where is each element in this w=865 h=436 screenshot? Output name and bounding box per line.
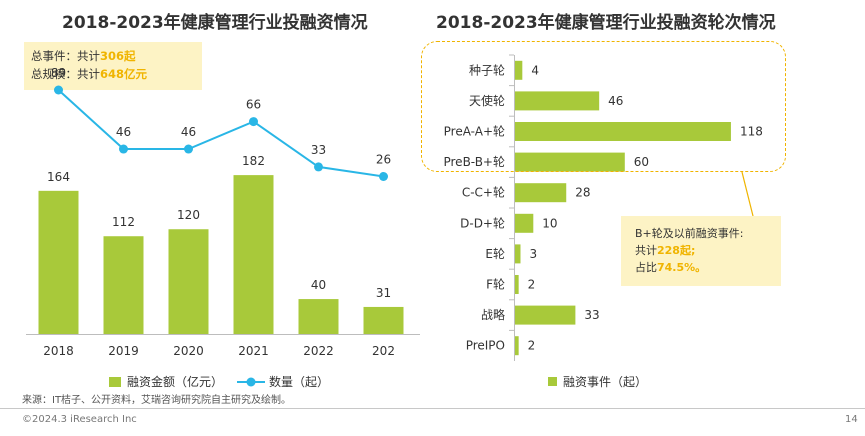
x-tick-2018: 2018: [43, 344, 74, 358]
round-label-7: F轮: [486, 278, 505, 292]
count-point-2019: [119, 144, 128, 154]
line-legend-label: 数量（起）: [269, 375, 330, 389]
count-line: [57, 89, 384, 178]
bar-label-2020: 120: [177, 208, 200, 222]
round-bar-5: [515, 213, 534, 233]
round-label-8: 战略: [481, 307, 505, 322]
round-label-9: PreIPO: [466, 339, 505, 353]
count-label-2019: 46: [116, 125, 131, 139]
round-bar-7: [515, 275, 519, 294]
count-label-202: 26: [376, 152, 391, 166]
round-value-6: 3: [529, 247, 537, 261]
right-bar-chart: 种子轮 4 天使轮 46 PreA-A+轮 118 PreB-B+轮 60 C-C+轮 28 D-D…: [443, 54, 763, 361]
round-label-4: C-C+轮: [462, 186, 505, 200]
bar-label-2019: 112: [112, 215, 135, 229]
round-value-5: 10: [542, 216, 557, 230]
bar-label-2021: 182: [242, 154, 265, 168]
round-value-3: 60: [634, 155, 649, 169]
count-label-2020: 46: [181, 125, 196, 139]
count-point-2021: [249, 117, 258, 127]
callout-line-1: B+轮及以前融资事件:: [635, 227, 744, 240]
round-label-6: E轮: [485, 247, 505, 261]
right-legend-label: 融资事件（起）: [563, 375, 648, 389]
bar-2019: [103, 236, 144, 334]
left-combo-chart: 164 2018 112 2019 120 2020 182 2021 40 2022 31 202 8…: [26, 66, 420, 358]
round-label-3: PreB-B+轮: [443, 155, 505, 169]
round-bar-9: [515, 336, 519, 356]
count-point-2020: [184, 144, 193, 154]
right-chart-title: 2018-2023年健康管理行业投融资轮次情况: [436, 13, 776, 33]
round-label-0: 种子轮: [469, 63, 505, 77]
round-value-4: 28: [575, 186, 590, 200]
left-chart-title: 2018-2023年健康管理行业投融资情况: [62, 13, 368, 33]
x-tick-2019: 2019: [108, 344, 139, 358]
right-legend: 融资事件（起）: [548, 373, 647, 390]
round-bar-8: [515, 305, 576, 325]
round-bar-1: [515, 91, 600, 111]
count-point-2022: [314, 162, 323, 172]
x-tick-2022: 2022: [303, 344, 334, 358]
bar-legend-swatch: [109, 376, 121, 387]
count-label-2018: 89: [51, 66, 66, 80]
round-value-7: 2: [528, 278, 536, 292]
round-bar-6: [515, 244, 521, 264]
round-label-2: PreA-A+轮: [444, 125, 505, 139]
callout-line-3: 占比74.5%。: [635, 261, 707, 274]
source-note: 来源：IT桔子、公开资料，艾瑞咨询研究院自主研究及绘制。: [22, 395, 292, 406]
round-label-1: 天使轮: [469, 93, 505, 108]
bar-label-202: 31: [376, 286, 391, 300]
x-tick-2021: 2021: [238, 344, 269, 358]
round-label-5: D-D+轮: [460, 216, 505, 230]
left-legend: 融资金额（亿元） 数量（起）: [109, 373, 329, 390]
x-tick-2020: 2020: [173, 344, 204, 358]
bar-202: [363, 306, 404, 334]
callout-box: B+轮及以前融资事件: 共计228起; 占比74.5%。: [621, 216, 781, 286]
summary-scale: 总规模：共计648亿元: [31, 67, 148, 81]
round-bar-4: [515, 183, 567, 203]
round-bar-3: [515, 152, 625, 172]
copyright: ©2024.3 iResearch Inc: [22, 414, 137, 425]
round-bar-0: [515, 60, 523, 80]
round-value-8: 33: [584, 308, 599, 322]
callout-line-2: 共计228起;: [635, 244, 696, 257]
round-bar-2: [515, 122, 731, 141]
count-label-2022: 33: [311, 143, 326, 157]
round-value-2: 118: [740, 125, 763, 139]
bar-legend-label: 融资金额（亿元）: [127, 375, 224, 389]
callout-connector: [741, 171, 754, 217]
bar-2020: [168, 229, 209, 334]
line-legend-swatch: [237, 377, 266, 386]
highlight-region: [421, 41, 786, 172]
count-point-202: [379, 171, 388, 181]
round-value-0: 4: [531, 63, 539, 77]
round-value-1: 46: [608, 94, 623, 108]
bar-2021: [233, 175, 274, 334]
footer-divider: [0, 408, 865, 409]
x-tick-202: 202: [372, 344, 395, 358]
bar-2018: [38, 190, 79, 334]
count-label-2021: 66: [246, 98, 261, 112]
round-value-9: 2: [528, 339, 536, 353]
bar-2022: [298, 299, 339, 334]
summary-events: 总事件：共计306起: [31, 49, 136, 63]
bar-label-2022: 40: [311, 278, 326, 292]
right-legend-swatch: [548, 377, 557, 386]
summary-box: 总事件：共计306起 总规模：共计648亿元: [24, 42, 202, 90]
count-point-2018: [54, 85, 63, 95]
page-number: 14: [845, 414, 858, 425]
bar-label-2018: 164: [47, 170, 70, 184]
